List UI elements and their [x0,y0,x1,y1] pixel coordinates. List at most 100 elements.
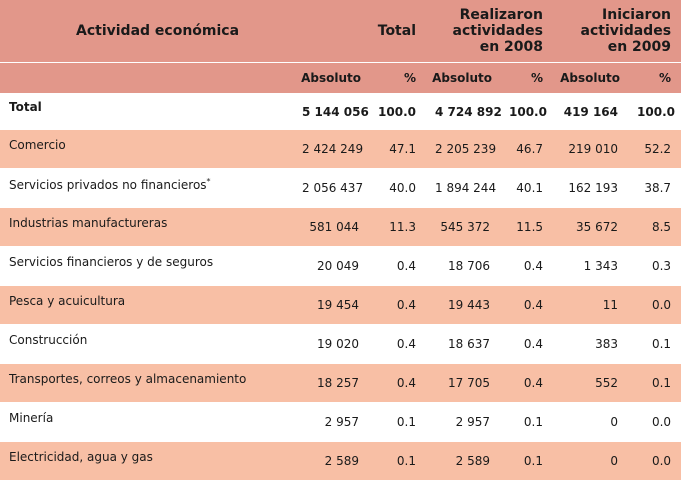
cell-total-absolute: 20 049 [293,247,369,286]
cell-started-percent: 100.0 [628,94,681,130]
row-name: Transportes, correos y almacenamiento [0,364,293,403]
cell-realized-absolute: 4 724 892 [426,94,500,130]
table-row: Minería 2 957 0.1 2 957 0.1 0 0.0 [0,403,681,442]
cell-realized-absolute: 1 894 244 [426,169,500,208]
cell-total-percent: 0.4 [369,247,426,286]
cell-total-absolute: 2 056 437 [293,169,369,208]
total-absolute-header: Absoluto [293,63,369,94]
cell-realized-absolute: 2 957 [426,403,500,442]
row-name: Electricidad, agua y gas [0,442,293,480]
activity-subheader-blank [0,63,293,94]
started-2009-line2: actividades [581,23,671,39]
row-name-text: Servicios privados no financieros [9,178,207,192]
row-name-text: Comercio [9,138,66,152]
cell-realized-absolute: 17 705 [426,364,500,403]
row-name-text: Servicios financieros y de seguros [9,255,213,269]
row-name-text: Minería [9,411,53,425]
cell-realized-absolute: 19 443 [426,286,500,325]
table-row: Comercio 2 424 249 47.1 2 205 239 46.7 2… [0,130,681,169]
cell-started-percent: 0.1 [628,325,681,364]
cell-total-percent: 100.0 [369,94,426,130]
cell-realized-percent: 46.7 [500,130,553,169]
table-header: Actividad económica Total Realizaron act… [0,0,681,94]
table-row: Industrias manufactureras 581 044 11.3 5… [0,208,681,247]
cell-started-absolute: 383 [553,325,628,364]
cell-realized-percent: 0.1 [500,442,553,480]
total-group-label: Total [378,23,416,39]
cell-total-absolute: 2 589 [293,442,369,480]
cell-realized-absolute: 2 205 239 [426,130,500,169]
cell-realized-percent: 0.4 [500,286,553,325]
cell-realized-absolute: 2 589 [426,442,500,480]
cell-realized-absolute: 545 372 [426,208,500,247]
table-row: Electricidad, agua y gas 2 589 0.1 2 589… [0,442,681,480]
row-name: Comercio [0,130,293,169]
row-name: Pesca y acuicultura [0,286,293,325]
cell-total-percent: 0.1 [369,403,426,442]
cell-total-percent: 0.1 [369,442,426,480]
started-2009-line1: Iniciaron [602,7,671,23]
cell-realized-absolute: 18 637 [426,325,500,364]
table-row-total: Total 5 144 056 100.0 4 724 892 100.0 41… [0,94,681,130]
started-2009-group-header: Iniciaron actividades en 2009 [553,0,681,63]
row-name: Servicios privados no financieros* [0,169,293,208]
footnote-mark: * [207,177,211,186]
cell-total-absolute: 19 020 [293,325,369,364]
cell-realized-percent: 0.4 [500,247,553,286]
row-name-text: Pesca y acuicultura [9,294,125,308]
cell-realized-percent: 40.1 [500,169,553,208]
cell-realized-percent: 0.1 [500,403,553,442]
cell-started-absolute: 1 343 [553,247,628,286]
total-group-header: Total [293,0,426,63]
cell-started-absolute: 552 [553,364,628,403]
cell-started-absolute: 419 164 [553,94,628,130]
row-name: Construcción [0,325,293,364]
table-row: Construcción 19 020 0.4 18 637 0.4 383 0… [0,325,681,364]
cell-total-percent: 0.4 [369,286,426,325]
realized-2008-line3: en 2008 [480,39,543,55]
cell-started-percent: 0.3 [628,247,681,286]
cell-total-percent: 40.0 [369,169,426,208]
cell-started-percent: 0.1 [628,364,681,403]
cell-total-percent: 0.4 [369,325,426,364]
cell-realized-percent: 11.5 [500,208,553,247]
row-name: Minería [0,403,293,442]
cell-total-absolute: 5 144 056 [293,94,369,130]
table-row: Servicios financieros y de seguros 20 04… [0,247,681,286]
cell-total-percent: 0.4 [369,364,426,403]
cell-started-percent: 8.5 [628,208,681,247]
cell-started-percent: 52.2 [628,130,681,169]
realized-2008-line2: actividades [453,23,543,39]
activity-column-header: Actividad económica [0,0,293,63]
cell-started-percent: 0.0 [628,442,681,480]
cell-realized-percent: 100.0 [500,94,553,130]
cell-started-absolute: 162 193 [553,169,628,208]
cell-started-percent: 38.7 [628,169,681,208]
realized-percent-header: % [500,63,553,94]
table-row: Transportes, correos y almacenamiento 18… [0,364,681,403]
row-name: Total [0,94,293,130]
cell-started-percent: 0.0 [628,286,681,325]
row-name: Servicios financieros y de seguros [0,247,293,286]
cell-realized-percent: 0.4 [500,364,553,403]
table-row: Servicios privados no financieros* 2 056… [0,169,681,208]
row-name-text: Total [9,100,42,114]
row-name-text: Industrias manufactureras [9,216,167,230]
realized-2008-group-header: Realizaron actividades en 2008 [426,0,553,63]
table-body: Total 5 144 056 100.0 4 724 892 100.0 41… [0,94,681,480]
row-name-text: Electricidad, agua y gas [9,450,153,464]
cell-realized-absolute: 18 706 [426,247,500,286]
cell-started-absolute: 0 [553,403,628,442]
cell-started-percent: 0.0 [628,403,681,442]
row-name-text: Construcción [9,333,87,347]
started-percent-header: % [628,63,681,94]
cell-started-absolute: 11 [553,286,628,325]
realized-absolute-header: Absoluto [426,63,500,94]
started-2009-line3: en 2009 [608,39,671,55]
realized-2008-line1: Realizaron [460,7,543,23]
cell-started-absolute: 219 010 [553,130,628,169]
cell-total-absolute: 19 454 [293,286,369,325]
cell-total-absolute: 2 424 249 [293,130,369,169]
row-name-text: Transportes, correos y almacenamiento [9,372,246,386]
